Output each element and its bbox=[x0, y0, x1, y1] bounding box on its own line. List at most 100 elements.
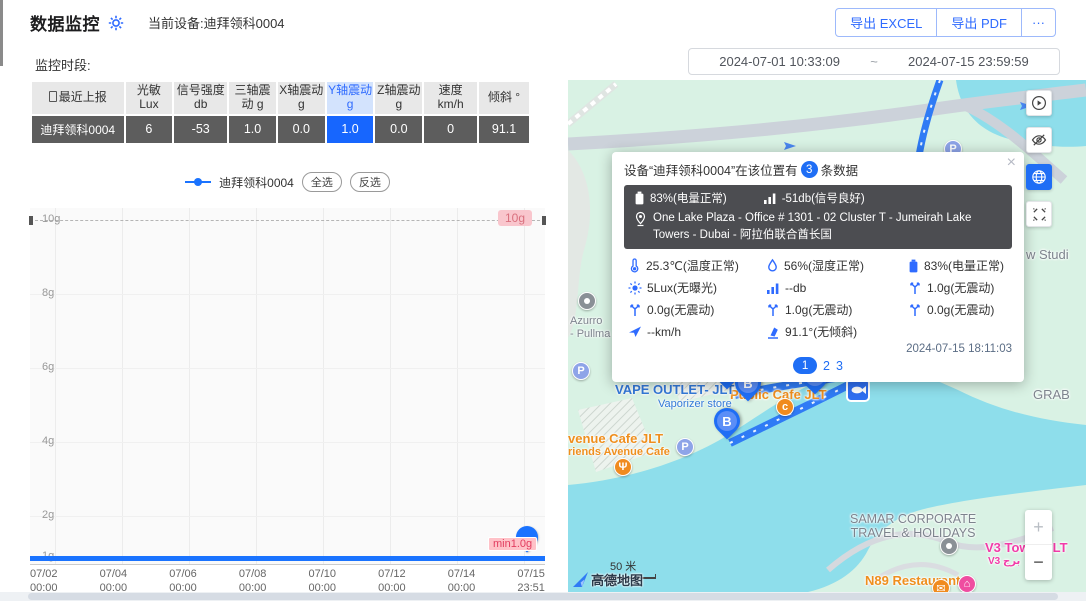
cell-device[interactable]: 迪拜领科0004 bbox=[32, 115, 124, 143]
page-button-2[interactable]: 2 bbox=[823, 358, 830, 373]
metric-tilt: 91.1°(无倾斜) bbox=[766, 323, 908, 340]
gridline bbox=[323, 208, 324, 564]
y-tick: 6g bbox=[42, 361, 55, 373]
y-tick: 10g bbox=[42, 213, 61, 225]
metric-vibration-y: 1.0g(无震动) bbox=[766, 301, 908, 318]
popup-title: 设备“迪拜领科0004”在该位置有 3 条数据 bbox=[624, 160, 1012, 179]
export-excel-button[interactable]: 导出 EXCEL bbox=[835, 8, 938, 37]
hotel-icon[interactable]: ⌂ bbox=[958, 575, 976, 592]
map-panel[interactable]: VAPE OUTLET- JLT Vaporizer store Public … bbox=[568, 80, 1086, 592]
x-tick: 07/15 23:51 bbox=[517, 568, 545, 594]
col-speed[interactable]: 速度 km/h bbox=[424, 82, 478, 114]
date-range-separator: ~ bbox=[870, 54, 878, 69]
period-label: 监控时段: bbox=[35, 58, 91, 73]
max-threshold-line bbox=[30, 220, 545, 221]
chat-poi-icon[interactable]: ✉ bbox=[932, 579, 950, 592]
map-label-vape: VAPE OUTLET- JLT bbox=[615, 382, 735, 397]
y-tick: 8g bbox=[42, 287, 55, 299]
scrollbar-thumb[interactable] bbox=[28, 593, 1058, 600]
vibration-icon bbox=[630, 304, 640, 316]
vibration-chart[interactable]: 10g 10g 8g 6g 4g 2g 1g min1.0g bbox=[29, 208, 546, 565]
battery-status: 83%(电量正常) bbox=[634, 190, 727, 206]
thermometer-icon bbox=[630, 258, 639, 273]
legend-marker-icon bbox=[185, 178, 212, 186]
parking-icon[interactable]: P bbox=[572, 362, 590, 380]
play-circle-icon bbox=[1031, 95, 1047, 111]
date-range-picker[interactable]: 2024-07-01 10:33:09 ~ 2024-07-15 23:59:5… bbox=[688, 48, 1060, 75]
cell-speed[interactable]: 0 bbox=[424, 115, 478, 143]
chart-legend: 迪拜领科0004 全选 反选 bbox=[30, 172, 545, 192]
zoom-out-button[interactable]: − bbox=[1033, 552, 1044, 572]
table-row: 迪拜领科0004 6 -53 1.0 0.0 1.0 0.0 0 91.1 bbox=[32, 115, 529, 143]
cell-3axis[interactable]: 1.0 bbox=[229, 115, 276, 143]
gridline bbox=[30, 294, 545, 295]
device-info-popup: × 设备“迪拜领科0004”在该位置有 3 条数据 83%(电量正常) -51d… bbox=[612, 152, 1024, 383]
series-line[interactable] bbox=[30, 556, 545, 561]
cell-z-axis[interactable]: 0.0 bbox=[375, 115, 423, 143]
popup-timestamp: 2024-07-15 18:11:03 bbox=[906, 343, 1012, 356]
gridline bbox=[457, 208, 458, 564]
station-icon[interactable] bbox=[940, 537, 958, 555]
col-y-axis[interactable]: Y轴震动 g bbox=[326, 82, 374, 114]
metric-battery: 83%(电量正常) bbox=[908, 257, 1008, 274]
date-range-start[interactable]: 2024-07-01 10:33:09 bbox=[719, 54, 840, 69]
fullscreen-button[interactable] bbox=[1026, 201, 1052, 227]
page-header: 数据监控 当前设备:迪拜领科0004 bbox=[30, 10, 285, 35]
popup-pagination: 1 2 3 bbox=[624, 357, 1012, 375]
parking-icon[interactable]: P bbox=[676, 438, 694, 456]
cell-y-axis[interactable]: 1.0 bbox=[326, 115, 374, 143]
cell-tilt[interactable]: 91.1 bbox=[479, 115, 529, 143]
col-tilt[interactable]: 倾斜 ° bbox=[479, 82, 529, 114]
horizontal-scrollbar[interactable] bbox=[0, 592, 1086, 601]
battery-icon bbox=[909, 259, 918, 273]
scale-text: 50 米 bbox=[610, 561, 637, 573]
tilt-icon bbox=[768, 327, 778, 339]
hide-overlay-button[interactable] bbox=[1026, 127, 1052, 153]
table-header-row: 最近上报 光敏 Lux 信号强度 db 三轴震动 g X轴震动 g Y轴震动 g… bbox=[32, 82, 529, 114]
metric-light: 5Lux(无曝光) bbox=[628, 279, 766, 296]
cafe-icon[interactable]: c bbox=[776, 398, 794, 416]
close-icon[interactable]: × bbox=[1006, 154, 1016, 171]
popup-title-suffix: 条数据 bbox=[820, 164, 859, 178]
gridline bbox=[55, 208, 56, 564]
map-label-friends-avenue: riends Avenue Cafe bbox=[568, 446, 670, 458]
date-range-end[interactable]: 2024-07-15 23:59:59 bbox=[908, 54, 1029, 69]
map-label-studio: w Studi bbox=[1026, 247, 1069, 262]
x-tick: 07/14 00:00 bbox=[447, 568, 476, 594]
export-pdf-button[interactable]: 导出 PDF bbox=[936, 8, 1022, 37]
vibration-icon bbox=[910, 304, 920, 316]
legend-series-name[interactable]: 迪拜领科0004 bbox=[219, 175, 294, 190]
cell-lux[interactable]: 6 bbox=[125, 115, 173, 143]
speed-icon bbox=[629, 326, 641, 338]
page-button-1[interactable]: 1 bbox=[793, 357, 818, 375]
playback-button[interactable] bbox=[1026, 90, 1052, 116]
map-label-avenue-cafe: venue Cafe JLT bbox=[568, 431, 664, 446]
more-actions-button[interactable]: ··· bbox=[1021, 8, 1056, 37]
page-button-3[interactable]: 3 bbox=[836, 358, 843, 373]
map-layer-button[interactable] bbox=[1026, 164, 1052, 190]
metric-vibration-3axis: 1.0g(无震动) bbox=[908, 279, 1008, 296]
col-latest-report[interactable]: 最近上报 bbox=[32, 82, 124, 114]
signal-icon bbox=[763, 193, 776, 204]
map-provider-logo[interactable]: 高德地图 bbox=[572, 570, 643, 589]
zoom-in-button[interactable]: + bbox=[1025, 510, 1052, 545]
settings-gear-icon[interactable] bbox=[108, 15, 124, 31]
x-tick: 07/02 00:00 bbox=[30, 568, 58, 594]
col-x-axis[interactable]: X轴震动 g bbox=[277, 82, 325, 114]
data-count-badge: 3 bbox=[800, 161, 818, 178]
select-all-button[interactable]: 全选 bbox=[301, 172, 342, 192]
invert-select-button[interactable]: 反选 bbox=[349, 172, 390, 192]
cell-x-axis[interactable]: 0.0 bbox=[277, 115, 325, 143]
restaurant-icon[interactable]: Ψ bbox=[614, 458, 632, 476]
col-z-axis[interactable]: Z轴震动 g bbox=[375, 82, 423, 114]
signal-icon bbox=[767, 283, 779, 294]
col-lux[interactable]: 光敏 Lux bbox=[125, 82, 173, 114]
sun-icon bbox=[628, 281, 642, 295]
export-toolbar: 导出 EXCEL 导出 PDF ··· bbox=[835, 8, 1056, 37]
cell-signal[interactable]: -53 bbox=[174, 115, 228, 143]
map-label-n89: N89 Restaurant - bbox=[865, 573, 969, 588]
col-3axis[interactable]: 三轴震动 g bbox=[229, 82, 276, 114]
col-signal[interactable]: 信号强度 db bbox=[174, 82, 228, 114]
signal-status: -51db(信号良好) bbox=[763, 190, 865, 206]
metro-station-icon[interactable] bbox=[578, 292, 596, 310]
